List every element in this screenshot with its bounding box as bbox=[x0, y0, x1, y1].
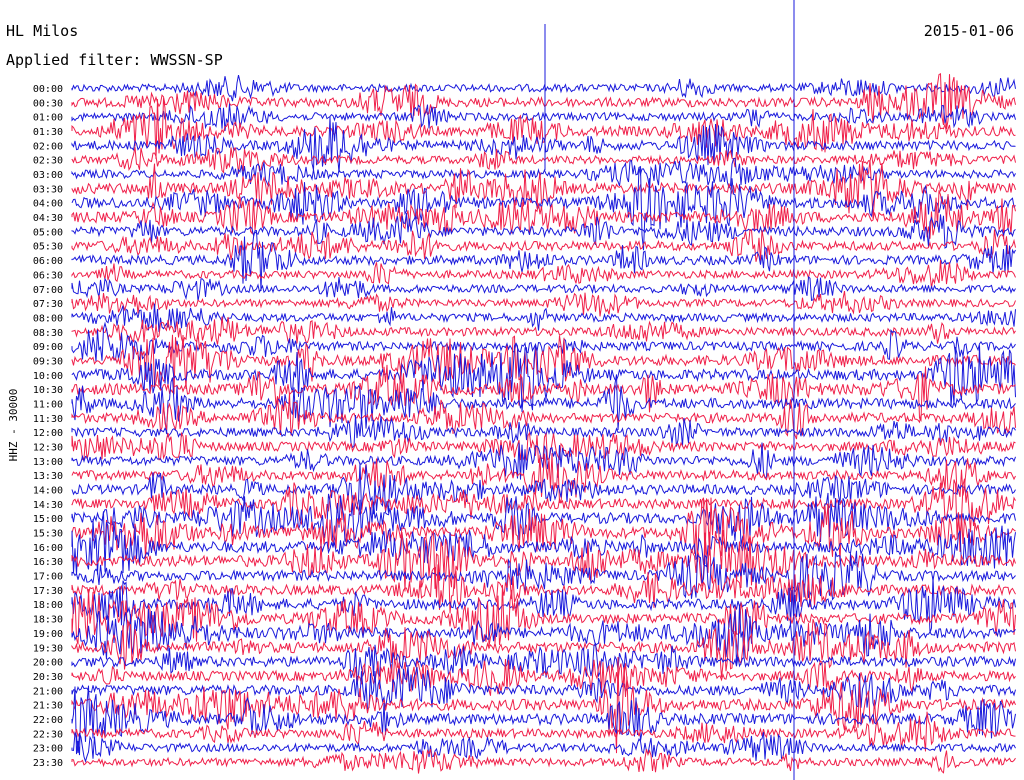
trace-row-2030 bbox=[71, 657, 1016, 696]
hour-label-0330: 03:30 bbox=[33, 184, 63, 195]
trace-row-1930 bbox=[71, 619, 1016, 678]
hour-label-2330: 23:30 bbox=[33, 758, 63, 769]
trace-row-1300 bbox=[71, 442, 1016, 480]
trace-row-1100 bbox=[71, 374, 1016, 434]
hour-label-2000: 20:00 bbox=[33, 658, 63, 669]
trace-row-1530 bbox=[71, 497, 1016, 565]
hour-label-0730: 07:30 bbox=[33, 299, 63, 310]
hour-label-1500: 15:00 bbox=[33, 514, 63, 525]
trace-row-1830 bbox=[71, 584, 1016, 647]
trace-row-0330 bbox=[71, 160, 1016, 219]
hour-label-0100: 01:00 bbox=[33, 113, 63, 124]
trace-row-0000 bbox=[71, 74, 1016, 102]
hour-label-2300: 23:00 bbox=[33, 744, 63, 755]
hour-label-2130: 21:30 bbox=[33, 701, 63, 712]
hour-label-1700: 17:00 bbox=[33, 572, 63, 583]
trace-row-2200 bbox=[71, 685, 1016, 756]
trace-row-0200 bbox=[71, 116, 1016, 173]
hour-label-group: 00:00 00:30 01:00 01:30 02:00 02:30 03:00 03:30… bbox=[33, 84, 63, 769]
trace-row-1130 bbox=[71, 392, 1016, 440]
hour-label-0630: 06:30 bbox=[33, 270, 63, 281]
trace-row-0230 bbox=[71, 147, 1016, 174]
hour-label-1630: 16:30 bbox=[33, 557, 63, 568]
trace-row-2100 bbox=[71, 666, 1016, 711]
trace-row-1230 bbox=[71, 431, 1016, 464]
hour-label-2100: 21:00 bbox=[33, 686, 63, 697]
trace-group bbox=[71, 72, 1016, 774]
hour-label-0800: 08:00 bbox=[33, 313, 63, 324]
trace-row-1400 bbox=[71, 462, 1016, 515]
hour-label-1530: 15:30 bbox=[33, 529, 63, 540]
station-title: HL Milos bbox=[6, 22, 79, 40]
hour-label-0530: 05:30 bbox=[33, 242, 63, 253]
hour-label-1900: 19:00 bbox=[33, 629, 63, 640]
trace-row-1030 bbox=[71, 364, 1016, 423]
hour-label-0600: 06:00 bbox=[33, 256, 63, 267]
trace-row-1630 bbox=[71, 529, 1016, 592]
y-axis-label: HHZ - 30000 bbox=[7, 389, 20, 462]
hour-label-0930: 09:30 bbox=[33, 356, 63, 367]
trace-row-0700 bbox=[71, 276, 1016, 302]
trace-row-0830 bbox=[71, 316, 1016, 345]
hour-label-0230: 02:30 bbox=[33, 156, 63, 167]
hour-label-2230: 22:30 bbox=[33, 729, 63, 740]
hour-label-2200: 22:00 bbox=[33, 715, 63, 726]
trace-row-0130 bbox=[71, 98, 1016, 160]
hour-label-1300: 13:00 bbox=[33, 457, 63, 468]
trace-row-0430 bbox=[71, 190, 1016, 240]
trace-row-2300 bbox=[71, 731, 1016, 763]
trace-row-1500 bbox=[71, 492, 1016, 546]
hour-label-1930: 19:30 bbox=[33, 643, 63, 654]
trace-row-0600 bbox=[71, 230, 1016, 292]
trace-row-0400 bbox=[71, 165, 1016, 251]
trace-row-0930 bbox=[71, 332, 1016, 395]
hour-label-0700: 07:00 bbox=[33, 285, 63, 296]
trace-row-1430 bbox=[71, 478, 1016, 536]
hour-label-0830: 08:30 bbox=[33, 328, 63, 339]
trace-row-1600 bbox=[71, 511, 1016, 575]
hour-label-1400: 14:00 bbox=[33, 486, 63, 497]
trace-row-0530 bbox=[71, 228, 1016, 262]
hour-label-0200: 02:00 bbox=[33, 141, 63, 152]
trace-row-0630 bbox=[71, 259, 1016, 288]
trace-row-0900 bbox=[71, 321, 1016, 362]
hour-label-1200: 12:00 bbox=[33, 428, 63, 439]
hour-label-0900: 09:00 bbox=[33, 342, 63, 353]
hour-label-1030: 10:30 bbox=[33, 385, 63, 396]
hour-label-0030: 00:30 bbox=[33, 98, 63, 109]
hour-label-0300: 03:00 bbox=[33, 170, 63, 181]
trace-row-0300 bbox=[71, 157, 1016, 189]
hour-label-1130: 11:30 bbox=[33, 414, 63, 425]
trace-row-0730 bbox=[71, 291, 1016, 317]
trace-row-2000 bbox=[71, 642, 1016, 680]
trace-row-2330 bbox=[71, 749, 1016, 774]
hour-label-0000: 00:00 bbox=[33, 84, 63, 95]
trace-row-1000 bbox=[71, 342, 1016, 412]
hour-label-1230: 12:30 bbox=[33, 443, 63, 454]
trace-row-0030 bbox=[71, 72, 1016, 130]
hour-label-1330: 13:30 bbox=[33, 471, 63, 482]
hour-label-1430: 14:30 bbox=[33, 500, 63, 511]
hour-label-0400: 04:00 bbox=[33, 199, 63, 210]
hour-label-0430: 04:30 bbox=[33, 213, 63, 224]
hour-label-0130: 01:30 bbox=[33, 127, 63, 138]
hour-label-1800: 18:00 bbox=[33, 600, 63, 611]
date-title: 2015-01-06 bbox=[923, 22, 1014, 40]
trace-row-0500 bbox=[71, 213, 1016, 249]
trace-row-1800 bbox=[71, 576, 1016, 633]
hour-label-1730: 17:30 bbox=[33, 586, 63, 597]
hour-label-1830: 18:30 bbox=[33, 615, 63, 626]
hour-label-1100: 11:00 bbox=[33, 399, 63, 410]
hour-label-1600: 16:00 bbox=[33, 543, 63, 554]
trace-row-1700 bbox=[71, 550, 1016, 602]
trace-row-1330 bbox=[71, 453, 1016, 504]
hour-label-1000: 10:00 bbox=[33, 371, 63, 382]
trace-row-2130 bbox=[71, 656, 1016, 754]
trace-row-1200 bbox=[71, 414, 1016, 449]
hour-label-0500: 05:00 bbox=[33, 227, 63, 238]
hour-label-2030: 20:30 bbox=[33, 672, 63, 683]
filter-label: Applied filter: WWSSN-SP bbox=[6, 51, 223, 69]
